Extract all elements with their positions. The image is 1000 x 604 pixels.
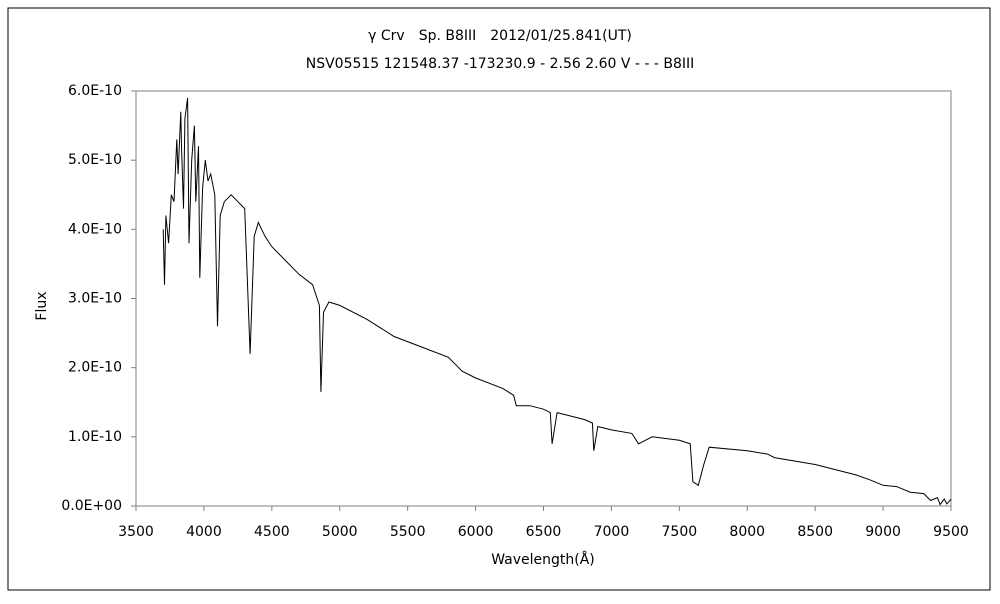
y-tick-label: 5.0E-10 xyxy=(68,152,122,168)
y-tick-label: 1.0E-10 xyxy=(68,429,122,445)
chart-title: γ Crv Sp. B8III 2012/01/25.841(UT) xyxy=(368,28,632,44)
x-tick-label: 7000 xyxy=(594,524,630,540)
y-tick-label: 0.0E+00 xyxy=(61,498,122,514)
x-tick-label: 7500 xyxy=(662,524,698,540)
x-tick-label: 6000 xyxy=(458,524,494,540)
x-tick-label: 6500 xyxy=(526,524,562,540)
y-tick-label: 4.0E-10 xyxy=(68,221,122,237)
frame xyxy=(7,7,991,591)
x-axis-label: Wavelength(Å) xyxy=(491,551,595,568)
chart-subtitle: NSV05515 121548.37 -173230.9 - 2.56 2.60… xyxy=(306,56,695,72)
x-tick-label: 4000 xyxy=(186,524,222,540)
x-tick-label: 5000 xyxy=(322,524,358,540)
x-tick-label: 4500 xyxy=(254,524,290,540)
y-tick-label: 3.0E-10 xyxy=(68,291,122,307)
x-tick-label: 5500 xyxy=(390,524,426,540)
y-tick-label: 2.0E-10 xyxy=(68,360,122,376)
y-tick-label: 6.0E-10 xyxy=(68,83,122,99)
x-tick-label: 8500 xyxy=(797,524,833,540)
x-tick-label: 8000 xyxy=(729,524,765,540)
x-tick-label: 9500 xyxy=(933,524,969,540)
x-tick-label: 3500 xyxy=(118,524,154,540)
spectrum-line xyxy=(162,97,952,506)
y-axis-label: Flux xyxy=(34,291,50,320)
x-tick-label: 9000 xyxy=(865,524,901,540)
